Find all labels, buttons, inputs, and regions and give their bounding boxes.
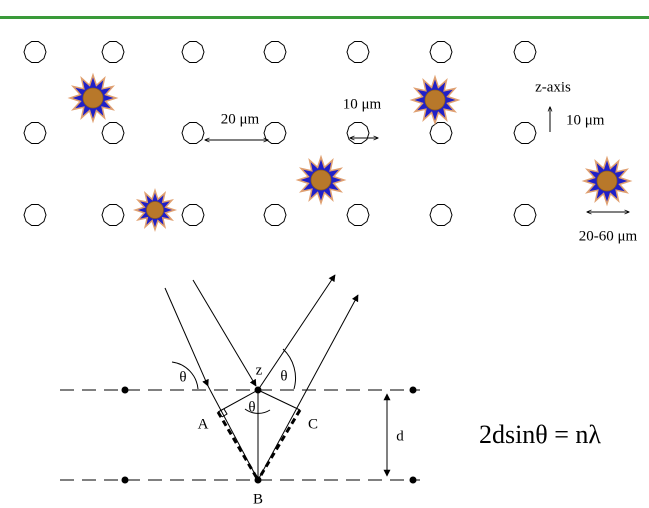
lattice — [23, 41, 537, 226]
incident-ray — [192, 279, 257, 387]
right-angle — [221, 408, 228, 418]
fiber — [101, 204, 125, 226]
fiber — [181, 122, 205, 144]
particle — [581, 155, 633, 207]
particle-size-label: 20-60 μm — [579, 228, 638, 244]
fiber — [346, 41, 370, 63]
particle-core — [82, 87, 104, 109]
path-difference — [256, 409, 302, 481]
particle-core — [424, 89, 446, 111]
point — [409, 476, 417, 484]
particle — [132, 187, 178, 233]
path-difference — [216, 411, 260, 481]
point — [254, 476, 262, 484]
fiber — [429, 204, 453, 226]
particles — [67, 72, 633, 233]
angle-arc — [244, 408, 271, 414]
top-rule — [0, 16, 649, 19]
fiber — [513, 204, 537, 226]
particle — [67, 72, 119, 124]
point — [254, 386, 262, 394]
point-label: C — [308, 416, 318, 432]
fiber — [263, 204, 287, 226]
particle — [409, 74, 461, 126]
particle-core — [310, 169, 332, 191]
angle-label: θ — [179, 369, 186, 385]
point-label: A — [198, 416, 209, 432]
particle-core — [596, 170, 618, 192]
bragg-equation: 2dsinθ = nλ — [479, 420, 601, 449]
lattice-points — [121, 386, 417, 484]
fiber — [263, 41, 287, 63]
perpendicular — [257, 389, 301, 411]
bragg-geometry — [60, 274, 420, 481]
fiber — [101, 122, 125, 144]
point-label: z — [256, 362, 263, 378]
fiber — [429, 41, 453, 63]
axis-step-label: 10 μm — [566, 112, 605, 128]
fiber — [346, 204, 370, 226]
angle-arc — [282, 348, 296, 390]
fiber — [101, 41, 125, 63]
angle-label: θ — [248, 399, 255, 415]
fiber — [263, 122, 287, 144]
diameter-label: 10 μm — [343, 96, 382, 112]
fiber — [181, 204, 205, 226]
spacing-label: d — [396, 428, 404, 444]
fiber — [429, 122, 453, 144]
particle-core — [146, 201, 164, 219]
point-label: B — [253, 491, 263, 507]
reflected-ray — [257, 274, 336, 391]
fiber — [181, 41, 205, 63]
perpendicular — [217, 389, 259, 413]
fiber — [23, 41, 47, 63]
fiber — [513, 122, 537, 144]
point — [121, 386, 129, 394]
angle-label: θ — [280, 368, 287, 384]
point — [121, 476, 129, 484]
reflected-ray — [257, 294, 359, 481]
fiber — [23, 204, 47, 226]
fiber — [346, 122, 370, 144]
particle — [295, 154, 347, 206]
angle-arc — [171, 361, 199, 390]
fiber — [23, 122, 47, 144]
point — [409, 386, 417, 394]
incident-ray — [164, 287, 209, 387]
spacing-label: 20 μm — [221, 111, 260, 127]
fiber — [513, 41, 537, 63]
axis-label: z-axis — [535, 79, 571, 95]
